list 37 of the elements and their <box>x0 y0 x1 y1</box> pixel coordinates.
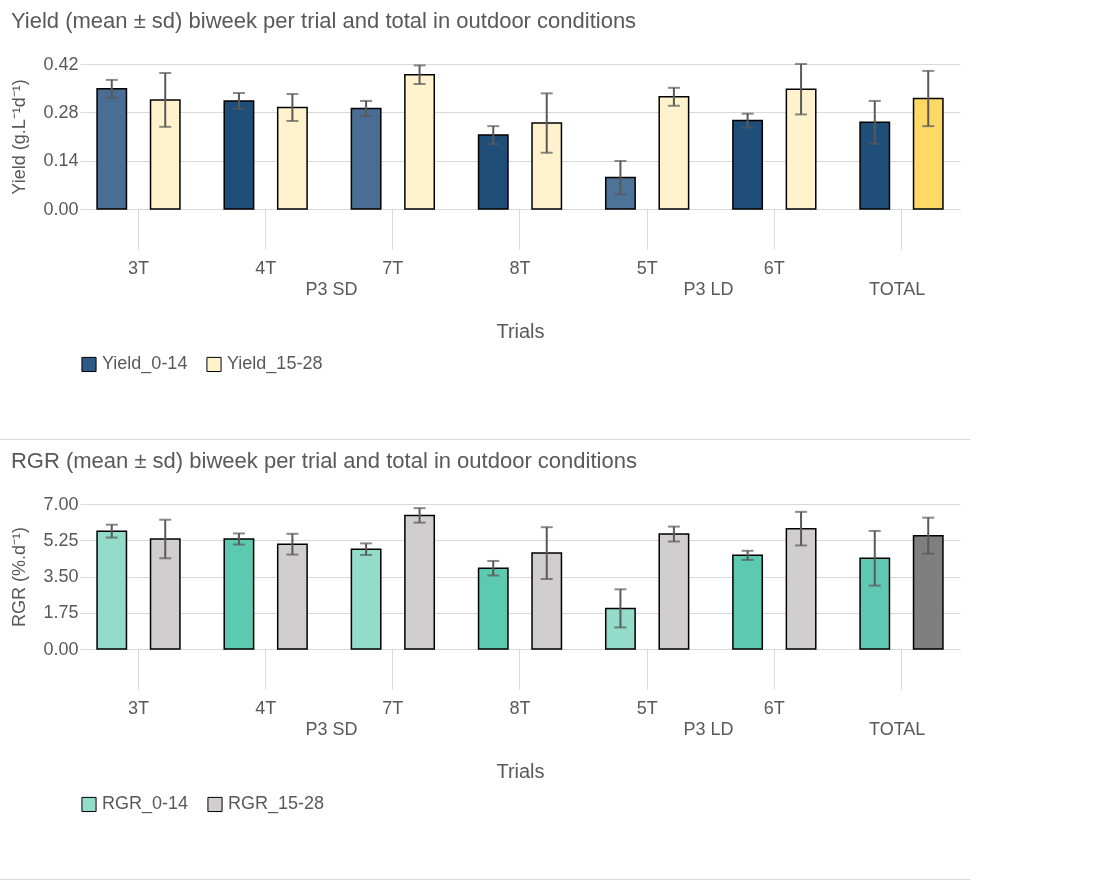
y-tick-label: 0.42 <box>43 53 79 74</box>
x-tick-label: 7T <box>382 697 404 718</box>
legend-label: RGR_0-14 <box>102 793 189 815</box>
y-tick-label: 0.28 <box>43 101 79 122</box>
legend-label: RGR_15-28 <box>228 793 325 815</box>
text: P3 SD <box>305 279 358 299</box>
y-axis-title: Yield (g.L⁻¹d⁻¹) <box>9 79 30 195</box>
x-axis-title: Trials <box>496 319 545 342</box>
x-tick-label: 6T <box>763 257 785 278</box>
text: P3 LD <box>683 279 734 299</box>
y-axis-title: RGR (%.d⁻¹) <box>9 527 30 627</box>
chart-title: RGR (mean ± sd) biweek per trial and total in outdoor conditions <box>10 448 637 473</box>
x-tick-label: 5T <box>636 257 658 278</box>
y-tick-label: 1.75 <box>43 602 79 623</box>
legend-label: Yield_0-14 <box>102 353 188 375</box>
x-tick-label: 5T <box>636 697 658 718</box>
y-tick-label: 7.00 <box>43 493 79 514</box>
chart-title: Yield (mean ± sd) biweek per trial and total in outdoor conditions <box>10 8 637 33</box>
x-tick-label: 8T <box>509 697 531 718</box>
x-axis-title: Trials <box>496 759 545 782</box>
y-tick-label: 0.00 <box>43 198 79 219</box>
x-tick-label: 6T <box>763 697 785 718</box>
y-tick-label: 3.50 <box>43 566 79 586</box>
text: TOTAL <box>868 279 926 299</box>
y-tick-label: 5.25 <box>43 529 79 550</box>
x-tick-label: 7T <box>382 257 404 278</box>
x-tick-label: 8T <box>509 257 531 278</box>
y-tick-label: 0.14 <box>43 150 79 171</box>
x-tick-label: 3T <box>127 257 149 278</box>
x-tick-label: 3T <box>127 697 149 718</box>
text: TOTAL <box>868 719 926 739</box>
x-tick-label: 4T <box>255 257 277 278</box>
legend-label: Yield_15-28 <box>227 353 323 375</box>
text: P3 LD <box>683 719 734 739</box>
text: P3 SD <box>305 719 358 739</box>
y-tick-label: 0.00 <box>43 638 79 659</box>
x-tick-label: 4T <box>255 697 277 718</box>
